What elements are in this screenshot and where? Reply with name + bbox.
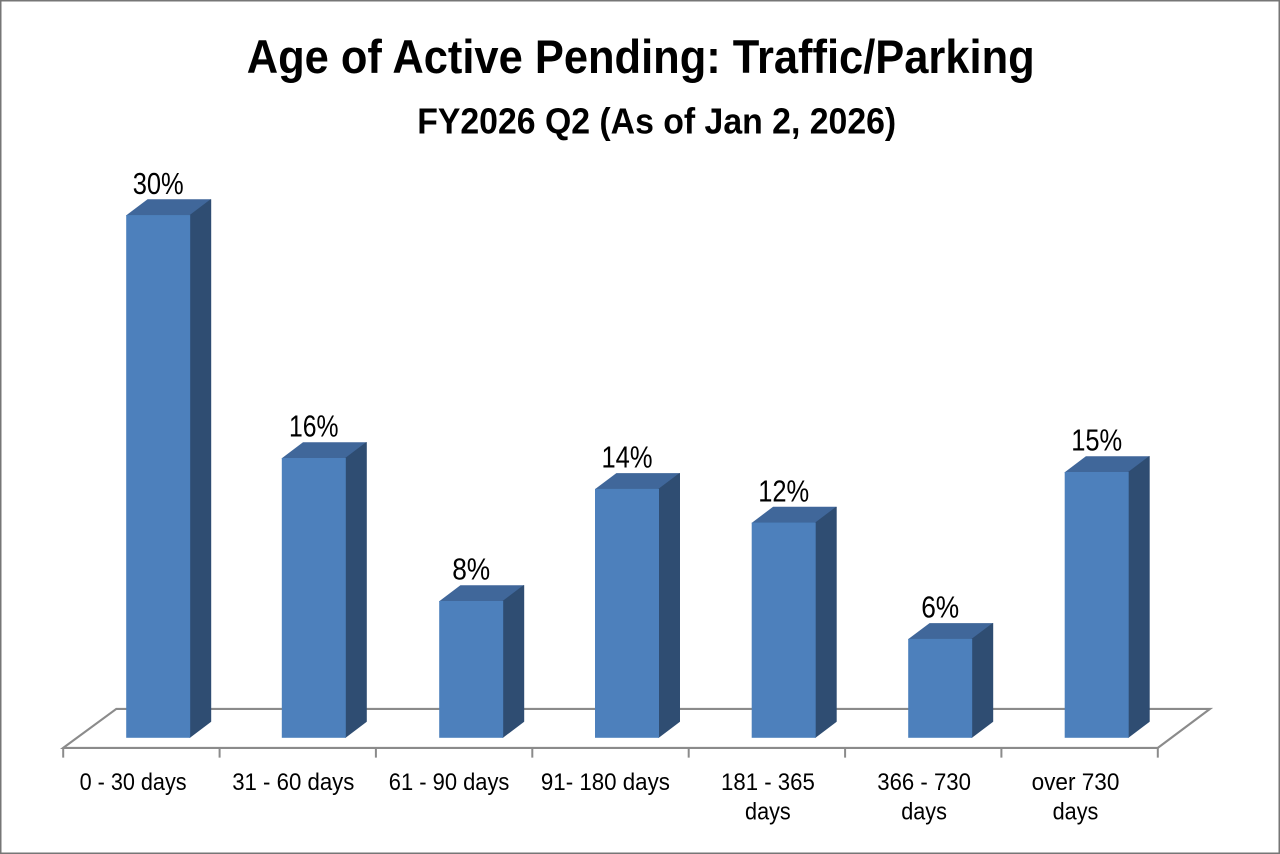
svg-text:181 - 365: 181 - 365 bbox=[721, 769, 815, 796]
svg-text:31 - 60 days: 31 - 60 days bbox=[232, 769, 354, 796]
svg-text:days: days bbox=[901, 799, 947, 826]
svg-text:15%: 15% bbox=[1071, 423, 1122, 458]
svg-text:over 730: over 730 bbox=[1032, 769, 1120, 796]
svg-text:16%: 16% bbox=[289, 409, 339, 444]
svg-text:days: days bbox=[1053, 799, 1099, 826]
svg-text:FY2026 Q2 (As of Jan 2, 2026): FY2026 Q2 (As of Jan 2, 2026) bbox=[417, 101, 896, 142]
svg-text:61 - 90 days: 61 - 90 days bbox=[389, 769, 510, 796]
svg-text:14%: 14% bbox=[602, 440, 653, 475]
svg-text:30%: 30% bbox=[133, 166, 184, 201]
svg-text:12%: 12% bbox=[758, 473, 809, 508]
svg-text:366 - 730: 366 - 730 bbox=[877, 769, 971, 796]
svg-text:Age of Active Pending: Traffic: Age of Active Pending: Traffic/Parking bbox=[247, 30, 1035, 83]
svg-text:8%: 8% bbox=[452, 552, 490, 587]
svg-text:0 - 30 days: 0 - 30 days bbox=[80, 769, 187, 796]
svg-text:days: days bbox=[745, 799, 791, 826]
svg-text:6%: 6% bbox=[921, 590, 959, 625]
svg-text:91- 180 days: 91- 180 days bbox=[541, 769, 670, 796]
